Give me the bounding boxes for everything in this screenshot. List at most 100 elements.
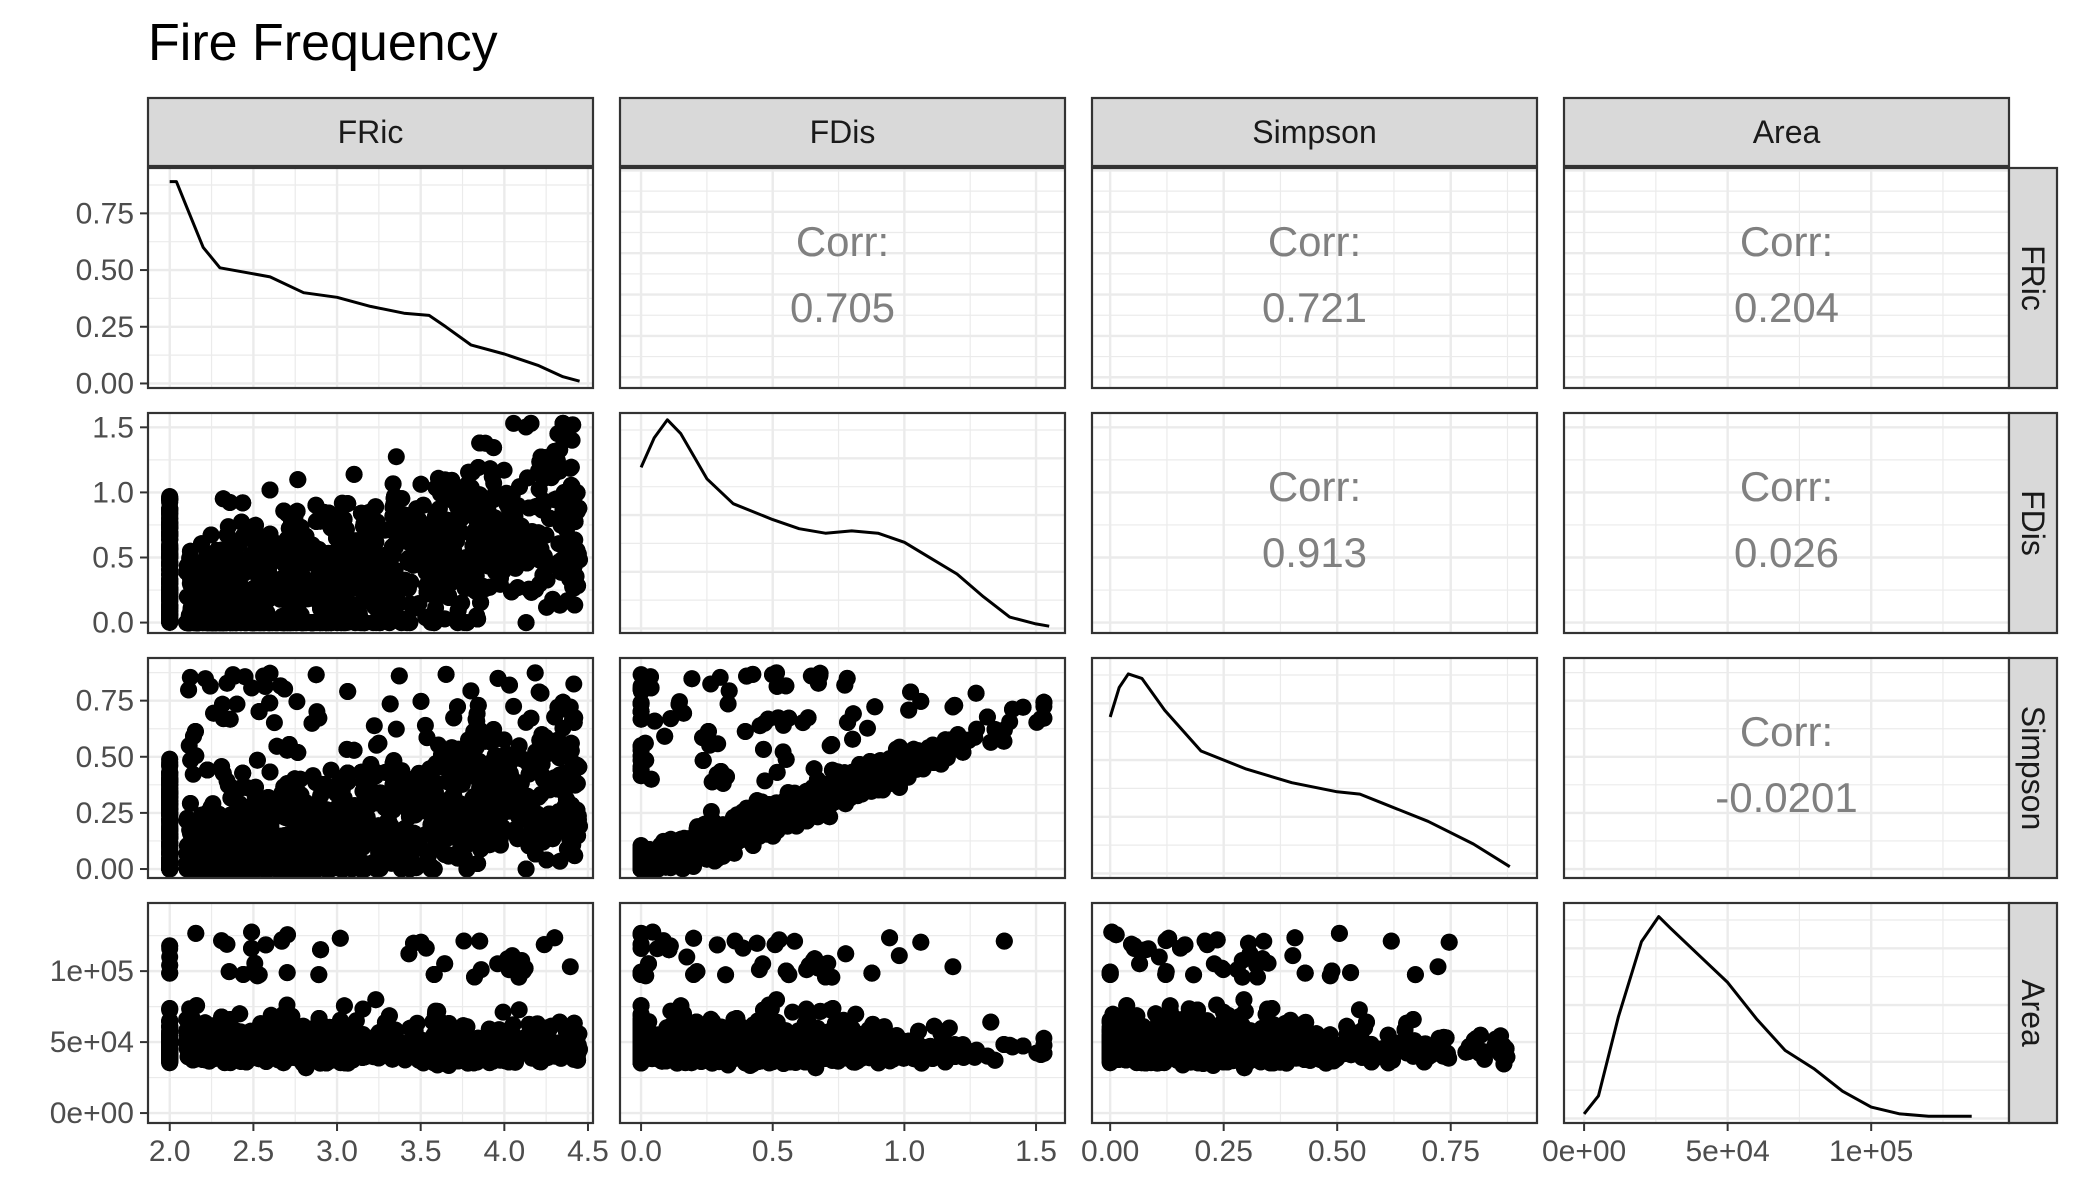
data-point [442,574,460,592]
data-point [568,484,586,502]
data-point [310,593,328,611]
data-point [161,835,179,853]
data-point [268,737,286,755]
data-point [283,535,301,553]
data-point [470,803,488,821]
panel-background [1564,168,2009,388]
data-point [427,774,445,792]
data-point [381,846,399,864]
data-point [517,860,535,878]
data-point [276,680,294,698]
data-point [462,750,480,768]
data-point [195,594,213,611]
data-point [178,811,196,829]
data-point [269,572,287,590]
data-point [399,551,417,569]
data-point [505,697,523,715]
data-point [289,744,307,761]
data-point [346,797,364,815]
data-point [492,822,510,840]
data-point [332,860,350,878]
data-point [310,860,328,878]
data-point [382,817,400,835]
data-point [379,798,397,816]
data-point [517,614,535,632]
data-point [412,475,430,493]
data-point [407,599,425,617]
data-point [234,494,252,512]
panel-background [1564,413,2009,633]
panel-simpson-fdis [618,656,1067,880]
data-point [510,548,528,566]
data-point [232,604,250,622]
data-point [527,581,544,598]
data-point [345,465,363,483]
data-point [339,495,357,513]
data-point [467,710,485,728]
data-point [430,500,448,518]
data-point [503,583,520,601]
data-point [396,785,414,803]
data-point [278,775,296,793]
data-point [859,719,876,737]
data-point [510,808,528,826]
corr-value: 0.913 [1262,529,1367,576]
data-point [232,836,250,854]
data-point [481,460,499,478]
data-point [270,549,288,567]
data-point [371,860,389,877]
data-point [161,612,179,630]
panel-simpson-fric [146,656,595,880]
data-point [462,479,480,497]
data-point [303,552,321,570]
data-point [535,769,553,787]
data-point [562,458,580,476]
data-point [499,528,517,546]
data-point [537,526,555,544]
data-point [392,860,410,878]
data-point [161,857,179,875]
data-point [407,859,425,877]
data-point [261,481,279,499]
data-point [570,499,588,517]
data-point [247,516,264,534]
data-point [512,517,530,535]
chart-title: Fire Frequency [148,14,498,72]
data-point [161,510,179,528]
data-point [469,557,487,575]
data-point [161,540,179,558]
data-point [371,614,389,632]
corr-label: Corr: [1740,463,1833,510]
data-point [363,788,381,806]
data-point [538,598,556,616]
panel-fric-area: Corr:0.204 [1562,166,2011,390]
panel-grid [620,168,1065,388]
data-point [222,536,240,554]
panel-background [620,168,1065,388]
data-point [565,713,583,731]
data-point [424,579,442,597]
data-point [482,527,500,545]
corr-label: Corr: [1740,218,1833,265]
data-point [481,733,499,751]
data-point [370,734,388,752]
data-point [412,692,430,710]
data-point [537,808,555,826]
data-point [236,668,254,686]
data-point [356,614,374,632]
scatter-points [161,414,588,632]
data-point [476,434,494,452]
data-point [182,751,200,769]
data-point [565,675,583,693]
data-point [554,693,572,711]
panel-border [146,166,595,390]
data-point [453,770,471,788]
data-point [382,570,400,588]
data-point [467,830,485,848]
data-point [479,779,497,797]
data-point [288,693,306,711]
data-point [289,471,307,489]
data-point [250,614,268,632]
data-point [535,547,553,565]
data-point [161,806,179,824]
